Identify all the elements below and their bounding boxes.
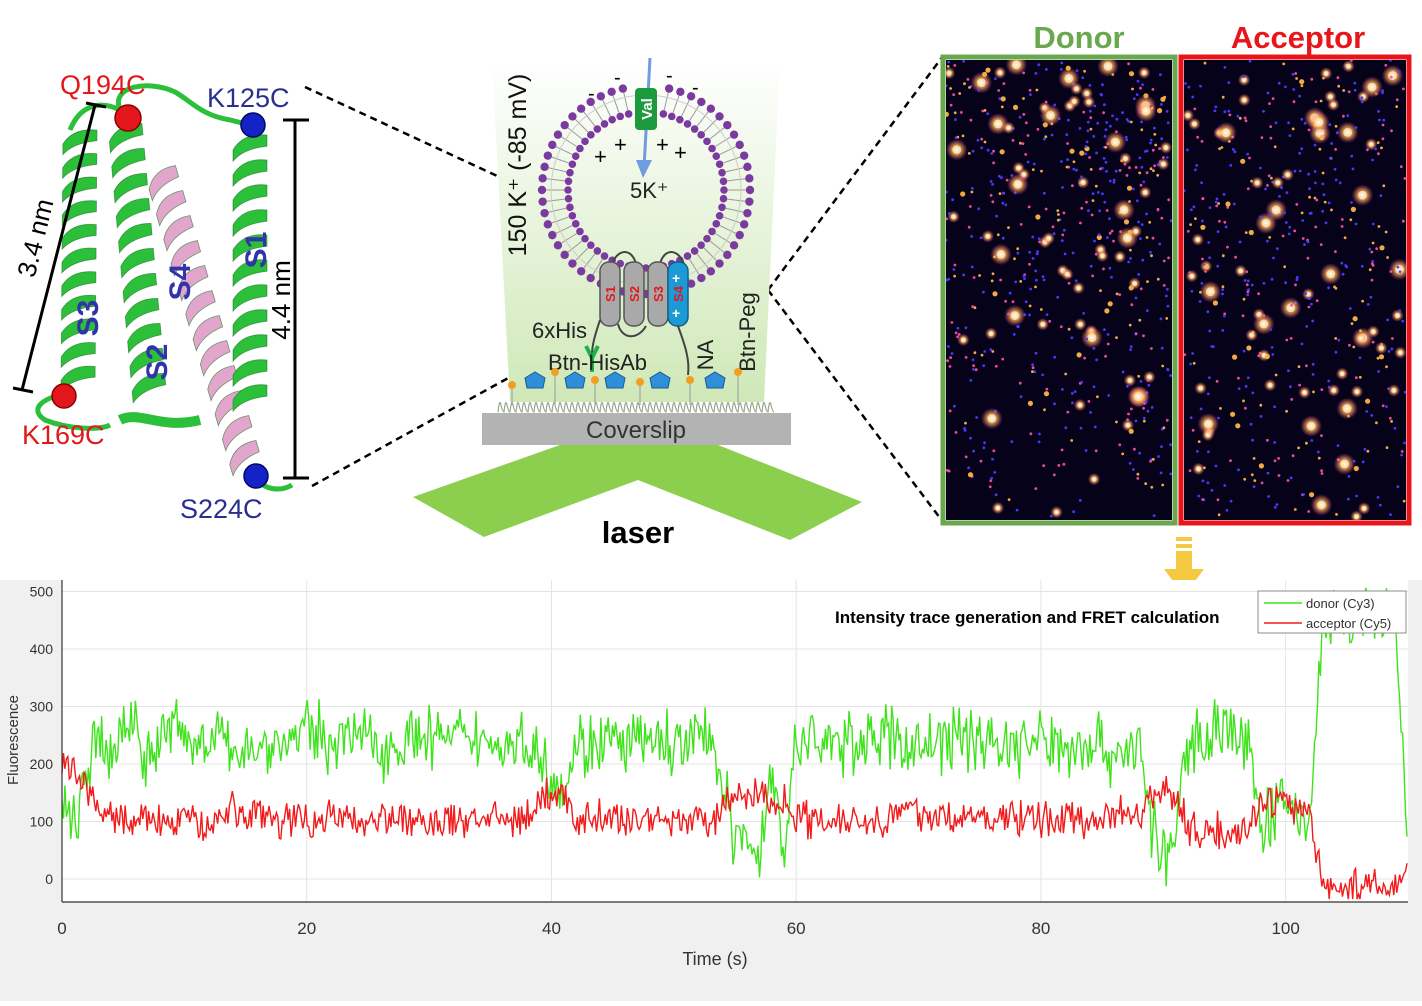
site-marker-s224c xyxy=(243,463,269,489)
process-label: Intensity trace generation and FRET calc… xyxy=(835,608,1219,627)
laser-beam xyxy=(492,60,780,402)
btn-peg-label: Btn-Peg xyxy=(735,292,760,372)
helix-s4 xyxy=(148,165,260,478)
helix-label-s4: S4 xyxy=(164,263,197,300)
zoom-line xyxy=(311,320,611,488)
y-axis-label: Fluorescence xyxy=(5,695,22,785)
x-tick-label: 20 xyxy=(297,919,316,938)
y-tick-label: 0 xyxy=(45,871,53,887)
svg-text:+: + xyxy=(672,270,680,286)
segment-s1 xyxy=(599,261,621,327)
acceptor-label: Acceptor xyxy=(1231,20,1365,55)
distance-bar-left xyxy=(20,104,97,391)
x-tick-label: 40 xyxy=(542,919,561,938)
site-marker-k125c xyxy=(240,112,266,138)
x-tick-label: 0 xyxy=(57,919,66,938)
charge-plus: + xyxy=(674,140,687,165)
acceptor-trace xyxy=(61,753,1408,900)
antibody-label: Btn-HisAb xyxy=(548,350,647,375)
charge-minus: - xyxy=(666,65,673,87)
legend-entry-donor: donor (Cy3) xyxy=(1306,596,1375,611)
y-tick-label: 300 xyxy=(30,699,54,715)
charge-plus: + xyxy=(614,132,627,157)
donor-label: Donor xyxy=(1033,20,1124,55)
charge-minus: - xyxy=(588,83,595,105)
donor-image xyxy=(946,60,1172,520)
distance-label-right: 4.4 nm xyxy=(266,260,296,340)
site-label-q194c: Q194C xyxy=(60,70,146,100)
vesicle-schematic: Val - - - - + + + + 5K⁺ 150 K⁺ (-85 mV) … xyxy=(413,57,862,550)
loop xyxy=(115,83,251,128)
donor-frame xyxy=(940,54,1178,526)
site-marker-q194c xyxy=(114,104,142,132)
site-label-k125c: K125C xyxy=(207,83,290,113)
y-tick-label: 100 xyxy=(30,814,54,830)
site-label-k169c: K169C xyxy=(22,420,105,450)
legend-entry-acceptor: acceptor (Cy5) xyxy=(1306,616,1391,631)
zoom-line xyxy=(767,289,944,523)
loop xyxy=(67,102,122,132)
protein-structure: 3.4 nm 4.4 nm S3 S2 S4 S1 Q194C K125C K1… xyxy=(11,70,309,524)
charge-plus: + xyxy=(594,144,607,169)
x-axis-label: Time (s) xyxy=(682,949,747,969)
his-tag-label: 6xHis xyxy=(532,318,587,343)
acceptor-frame xyxy=(1178,54,1412,526)
segment-label-s4: S4 xyxy=(671,285,686,302)
voltage-sensor-domain: S1 S2 S3 S4 + + xyxy=(599,261,689,327)
laser-label: laser xyxy=(602,515,674,550)
svg-text:+: + xyxy=(672,305,680,321)
segment-label-s1: S1 xyxy=(603,286,618,302)
x-tick-label: 80 xyxy=(1031,919,1050,938)
legend: donor (Cy3) acceptor (Cy5) xyxy=(1257,590,1407,634)
valinomycin-label: Val xyxy=(639,98,656,120)
inner-k-label: 5K⁺ xyxy=(630,178,669,203)
helix-s1 xyxy=(232,134,268,413)
x-tick-label: 100 xyxy=(1271,919,1299,938)
segment-label-s3: S3 xyxy=(651,286,666,302)
y-tick-label: 400 xyxy=(30,641,54,657)
helix-label-s3: S3 xyxy=(72,300,105,337)
coverslip xyxy=(482,413,791,445)
y-tick-label: 200 xyxy=(30,756,54,772)
zoom-line xyxy=(304,85,684,264)
y-tick-label: 500 xyxy=(30,584,54,600)
laser-shape xyxy=(413,445,862,540)
charge-minus: - xyxy=(692,77,699,99)
site-marker-k169c xyxy=(51,383,77,409)
valinomycin xyxy=(635,88,657,130)
helix-label-s1: S1 xyxy=(240,232,273,269)
charge-plus: + xyxy=(656,132,669,157)
charge-minus: - xyxy=(614,67,621,89)
helix-label-s2: S2 xyxy=(141,344,174,381)
microscopy-panels: Donor Acceptor xyxy=(940,20,1412,596)
site-label-s224c: S224C xyxy=(180,494,263,524)
neutravidin-label: NA xyxy=(693,339,718,370)
segment-label-s2: S2 xyxy=(627,286,642,302)
trace-plot: 0 20 40 60 80 100 0 100 200 300 400 500 Time (s) Fl… xyxy=(0,580,1422,1001)
segment-s2 xyxy=(623,261,645,327)
helix-s2 xyxy=(109,123,167,404)
loop xyxy=(117,412,202,428)
helix-s3 xyxy=(60,129,98,393)
coverslip-label: Coverslip xyxy=(586,417,686,444)
zoom-line xyxy=(766,55,945,291)
peg-surface xyxy=(497,368,775,413)
donor-trace xyxy=(61,587,1408,887)
x-tick-label: 60 xyxy=(787,919,806,938)
loop xyxy=(35,392,112,431)
potential-label: 150 K⁺ (-85 mV) xyxy=(504,74,532,257)
